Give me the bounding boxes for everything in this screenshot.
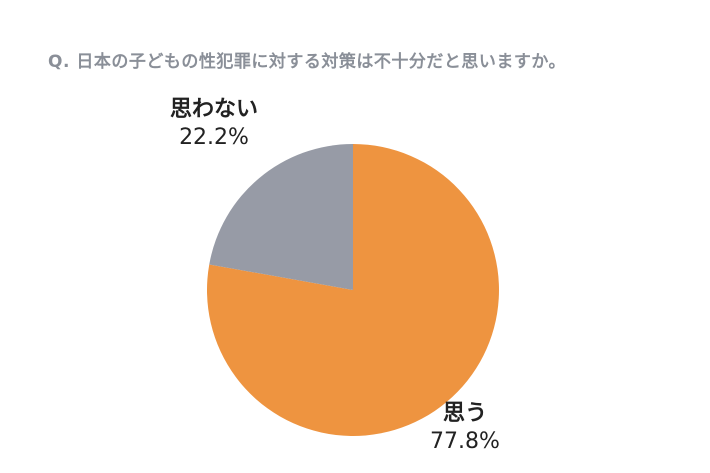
slice-omou [206,144,499,436]
slice-label-omou: 思う 77.8% [430,400,500,456]
slice-value-omowanai: 22.2% [179,125,249,151]
slice-label-omowanai: 思わない 22.2% [170,96,258,152]
slice-value-omou: 77.8% [430,429,500,455]
slice-omowanai [209,144,353,290]
chart-title: Q. 日本の子どもの性犯罪に対する対策は不十分だと思いますか。 [48,52,566,72]
slice-name-omou: 思う [442,401,487,426]
slice-name-omowanai: 思わない [170,97,259,122]
pie-slices [206,144,499,436]
